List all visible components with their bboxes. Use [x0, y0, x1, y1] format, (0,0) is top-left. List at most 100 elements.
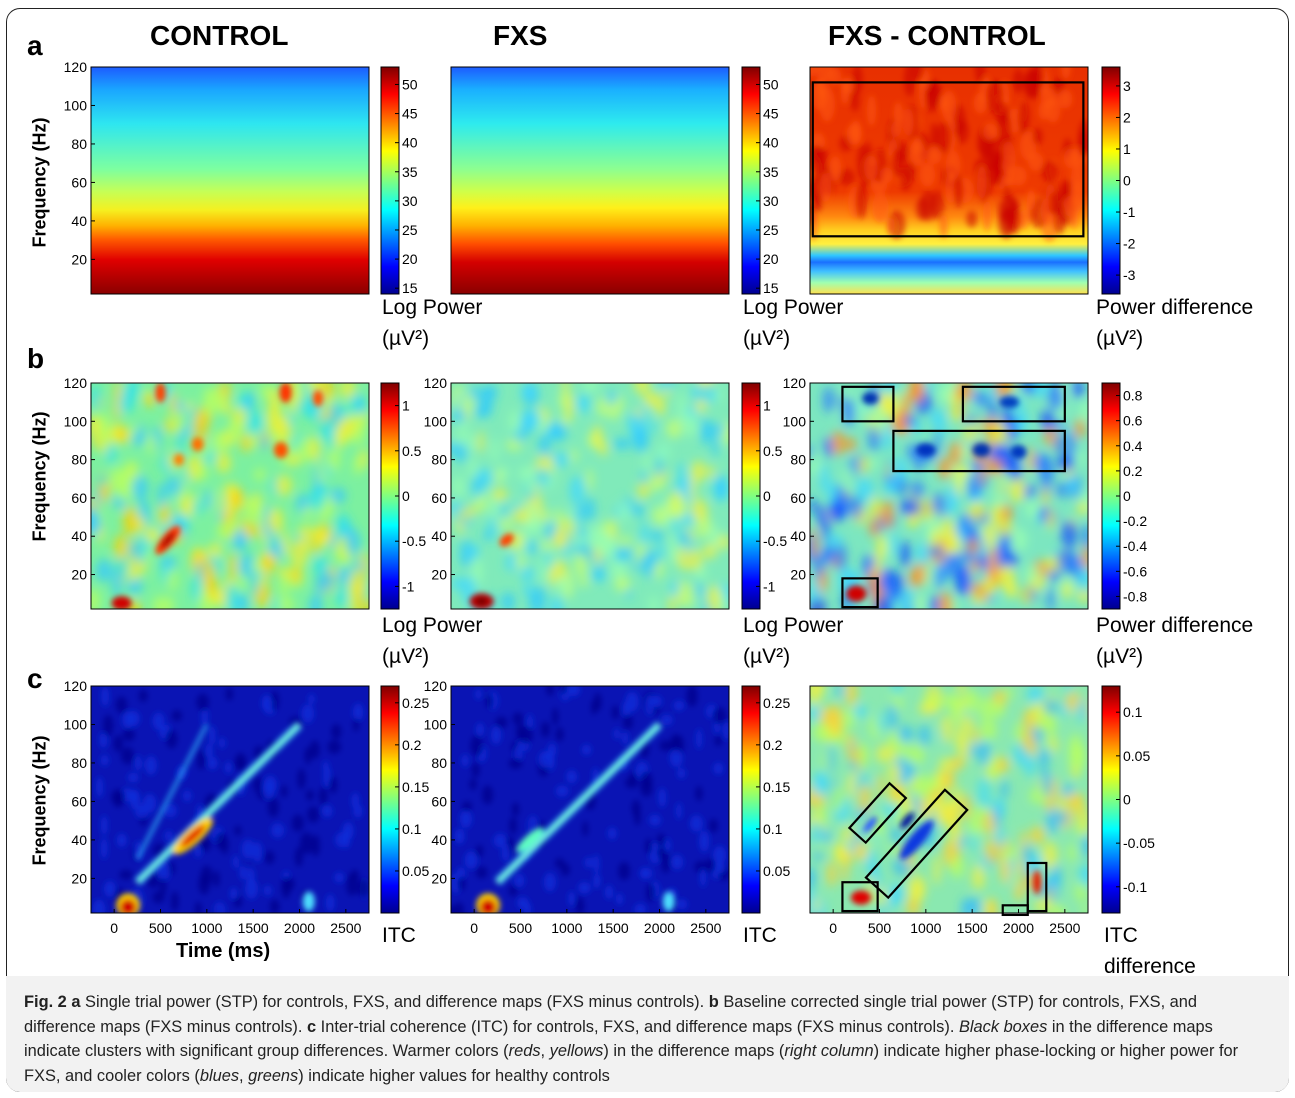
y-tick-label: 60: [431, 793, 447, 809]
heatmap-c-2: [810, 686, 1088, 913]
panel-frame-c2: [450, 685, 730, 914]
colorbar-tick-label: 0.2: [402, 737, 422, 753]
colorbar-tick-label: 1: [1123, 141, 1131, 157]
y-tick-label: 20: [71, 251, 87, 267]
column-title-fxs: FXS: [493, 20, 548, 51]
colorbar-tick-label: 35: [763, 164, 779, 180]
y-tick-label: 20: [790, 567, 806, 583]
colorbar-tick-label: 0: [1123, 173, 1131, 189]
colorbar-tick-label: 0.2: [1123, 463, 1143, 479]
colorbar: [380, 66, 400, 295]
panel-frame-a3: [809, 66, 1089, 295]
caption-background: [6, 976, 1289, 1092]
colorbar-tick-label: 25: [402, 222, 418, 238]
colorbar-tick-label: -1: [1123, 204, 1136, 220]
x-tick-label: 0: [470, 920, 478, 936]
colorbar-tick-label: 0.5: [402, 443, 422, 459]
significance-box: [841, 385, 895, 423]
colorbar-tick-label: 35: [402, 164, 418, 180]
y-tick-label: 100: [64, 97, 88, 113]
colorbar-tick-label: 0.25: [763, 695, 790, 711]
y-tick-label: 100: [64, 716, 88, 732]
heatmap-b-2: [810, 383, 1088, 609]
colorbar-tick-label: 20: [763, 251, 779, 267]
colorbar-label-c3: ITC difference: [1104, 924, 1196, 978]
x-tick-label: 2000: [644, 920, 675, 936]
colorbar-tick-label: 0.25: [402, 695, 429, 711]
x-tick-label: 1000: [910, 920, 941, 936]
x-axis-label: Time (ms): [176, 940, 271, 962]
colorbar-label-b3: Power difference (µV²): [1096, 614, 1254, 668]
y-tick-label: 100: [64, 413, 88, 429]
colorbar-tick-label: -0.4: [1123, 538, 1147, 554]
y-tick-label: 120: [64, 375, 88, 391]
y-tick-label: 100: [424, 716, 448, 732]
panel-frame-b2: [450, 382, 730, 610]
y-tick-label: 80: [71, 452, 87, 468]
y-tick-label: 120: [783, 375, 807, 391]
panel-letter-c: c: [27, 663, 43, 694]
colorbar-tick-label: -0.5: [402, 533, 426, 549]
panel-frame-a1: [90, 66, 370, 295]
y-tick-label: 20: [71, 870, 87, 886]
significance-box: [864, 788, 969, 900]
colorbar-tick-label: -0.05: [1123, 835, 1155, 851]
colorbar-tick-label: -2: [1123, 236, 1136, 252]
significance-box: [841, 881, 879, 913]
x-tick-label: 0: [110, 920, 118, 936]
colorbar-tick-label: 1: [402, 398, 410, 414]
y-tick-label: 40: [71, 528, 87, 544]
colorbar-tick-label: 0: [1123, 792, 1131, 808]
y-tick-label: 40: [71, 213, 87, 229]
colorbar-tick-label: -0.2: [1123, 513, 1147, 529]
heatmap-b-1: [451, 383, 729, 609]
significance-box: [892, 429, 1066, 473]
significance-box: [841, 577, 879, 609]
colorbar-label-b1: Log Power (µV²): [382, 614, 483, 668]
y-tick-label: 40: [431, 832, 447, 848]
colorbar-tick-label: 20: [402, 251, 418, 267]
y-tick-label: 60: [790, 490, 806, 506]
colorbar-tick-label: 0.15: [763, 779, 790, 795]
colorbar-tick-label: 50: [402, 76, 418, 92]
x-tick-label: 2500: [330, 920, 361, 936]
panel-letter-a: a: [27, 30, 43, 61]
x-tick-label: 2500: [690, 920, 721, 936]
colorbar-tick-label: 0.4: [1123, 438, 1143, 454]
colorbar-tick-label: 30: [402, 193, 418, 209]
y-tick-label: 100: [783, 413, 807, 429]
panel-frame-a2: [450, 66, 730, 295]
x-tick-label: 500: [149, 920, 173, 936]
significance-box: [811, 81, 1085, 238]
colorbar-tick-label: 50: [763, 76, 779, 92]
heatmap-a-0: [91, 67, 369, 294]
y-tick-label: 40: [431, 528, 447, 544]
colorbar-tick-label: 0.1: [402, 821, 422, 837]
heatmap-c-0: [91, 686, 369, 913]
y-tick-label: 20: [431, 870, 447, 886]
colorbar-tick-label: 40: [763, 135, 779, 151]
colorbar-tick-label: 0: [402, 488, 410, 504]
colorbar-tick-label: 0.05: [1123, 748, 1150, 764]
colorbar-label-a2: Log Power (µV²): [743, 296, 844, 350]
colorbar-tick-label: 0.1: [1123, 704, 1143, 720]
colorbar-tick-label: 30: [763, 193, 779, 209]
y-tick-label: 40: [790, 528, 806, 544]
panel-frame-b1: [90, 382, 370, 610]
y-tick-label: 60: [71, 490, 87, 506]
y-tick-label: 60: [71, 174, 87, 190]
x-tick-label: 0: [829, 920, 837, 936]
colorbar-tick-label: 0: [1123, 488, 1131, 504]
colorbar-tick-label: 0.2: [763, 737, 783, 753]
y-tick-label: 60: [431, 490, 447, 506]
colorbar-tick-label: 25: [763, 222, 779, 238]
colorbar-tick-label: 2: [1123, 109, 1131, 125]
colorbar-tick-label: 45: [402, 106, 418, 122]
significance-box: [961, 385, 1066, 423]
colorbar-tick-label: 3: [1123, 78, 1131, 94]
colorbar-tick-label: 0.6: [1123, 413, 1143, 429]
colorbar-tick-label: -0.5: [763, 533, 787, 549]
heatmap-b-0: [91, 383, 369, 609]
colorbar-tick-label: 0.05: [763, 863, 790, 879]
x-tick-label: 1500: [957, 920, 988, 936]
